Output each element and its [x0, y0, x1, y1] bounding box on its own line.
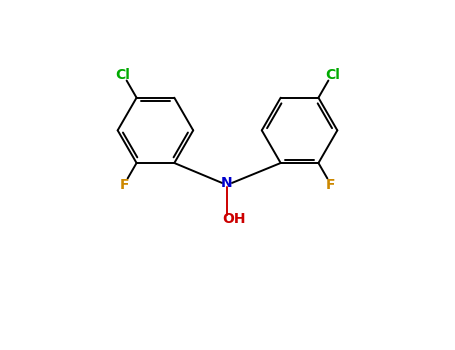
Text: Cl: Cl	[325, 68, 340, 82]
Text: Cl: Cl	[115, 68, 130, 82]
Text: N: N	[221, 176, 233, 190]
Text: OH: OH	[222, 212, 246, 226]
Text: F: F	[120, 178, 129, 192]
Text: F: F	[326, 178, 335, 192]
